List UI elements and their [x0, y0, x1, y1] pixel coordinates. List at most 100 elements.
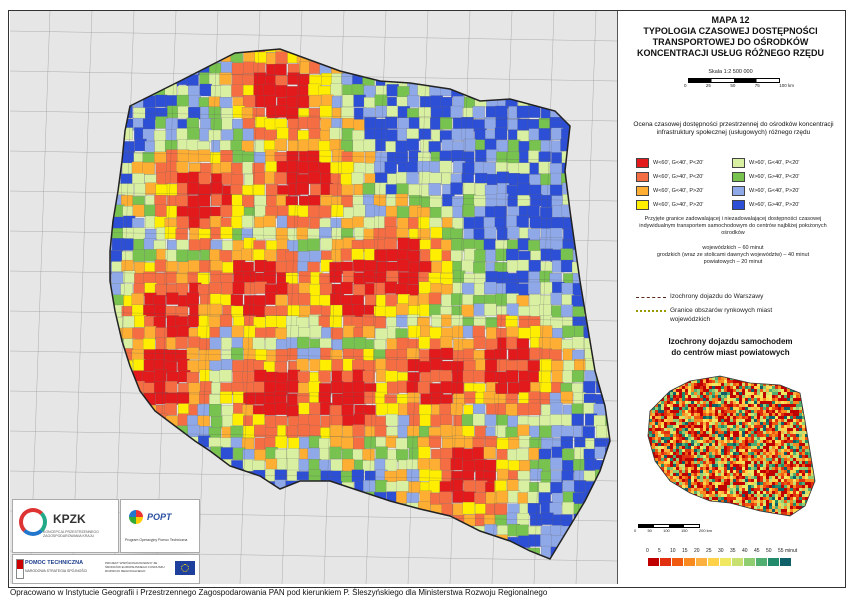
map-cell	[386, 105, 399, 119]
map-cell	[165, 118, 178, 131]
map-cell	[352, 259, 366, 272]
map-cell	[462, 182, 476, 195]
map-cell	[441, 260, 454, 274]
threshold-note: Przyjęte granice zadowalającej i niezado…	[639, 216, 827, 236]
map-cell	[241, 248, 254, 262]
map-cell	[549, 414, 563, 427]
map-cell	[308, 94, 322, 108]
map-cell	[296, 182, 309, 195]
map-cell	[320, 237, 333, 251]
map-cell	[197, 404, 210, 417]
map-cell	[428, 292, 442, 305]
map-cell	[187, 315, 201, 328]
map-cell	[351, 172, 364, 185]
map-cell	[165, 392, 178, 405]
map-cell	[297, 205, 310, 218]
map-cell	[276, 161, 289, 174]
map-cell	[528, 281, 541, 295]
kpzk-text: KPZK	[53, 512, 86, 526]
map-cell	[560, 391, 574, 404]
map-cell	[188, 336, 201, 349]
map-cell	[308, 347, 321, 361]
colorbar-cell	[780, 558, 792, 566]
map-cell	[307, 238, 320, 251]
map-cell	[352, 304, 365, 317]
map-cell	[439, 491, 452, 504]
map-cell	[406, 469, 419, 482]
map-cell	[176, 249, 189, 262]
map-cell	[397, 237, 410, 250]
map-cell	[209, 370, 222, 383]
map-cell	[254, 281, 267, 294]
map-cell	[121, 259, 134, 273]
map-cell	[419, 261, 432, 274]
map-cell	[474, 249, 487, 263]
map-cell	[506, 336, 519, 350]
map-cell	[420, 393, 433, 406]
map-cell	[308, 171, 321, 185]
map-cell	[528, 105, 541, 118]
map-cell	[318, 392, 331, 405]
map-cell	[561, 448, 575, 461]
map-cell	[519, 380, 532, 393]
map-cell	[274, 172, 287, 185]
map-cell	[342, 94, 355, 108]
map-cell	[219, 326, 232, 339]
map-cell	[144, 249, 157, 262]
map-cell	[243, 271, 256, 284]
map-cell	[420, 96, 433, 109]
map-cell	[298, 251, 311, 264]
map-cell	[386, 249, 399, 262]
map-cell	[166, 149, 179, 162]
map-cell	[241, 215, 255, 228]
map-cell	[518, 162, 531, 175]
map-cell	[396, 480, 409, 493]
map-cell	[431, 261, 444, 274]
popt-subtitle: Program Operacyjny Pomoc Techniczna	[125, 538, 188, 542]
pomoc-subtitle: NARODOWA STRATEGIA SPÓJNOŚCI	[25, 569, 88, 573]
colorbar-cell	[756, 558, 768, 566]
map-cell	[297, 336, 310, 350]
map-cell	[395, 140, 408, 153]
map-cell	[428, 141, 441, 154]
map-cell	[418, 446, 431, 459]
map-cell	[177, 149, 190, 162]
map-cell	[165, 381, 178, 394]
map-cell	[286, 215, 300, 228]
map-cell	[330, 459, 343, 472]
map-cell	[321, 94, 334, 107]
map-cell	[461, 128, 474, 141]
map-cell	[254, 449, 267, 462]
map-cell	[242, 128, 255, 141]
map-cell	[341, 106, 354, 120]
map-cell	[154, 259, 167, 272]
map-cell	[528, 259, 541, 273]
map-cell	[483, 238, 496, 251]
map-cell	[209, 303, 223, 317]
map-cell	[319, 105, 332, 118]
map-cell	[398, 415, 411, 428]
map-cell	[131, 304, 145, 317]
map-cell	[407, 359, 420, 372]
colorbar-cell	[720, 558, 732, 566]
map-cell	[461, 304, 474, 317]
map-cell	[384, 281, 398, 294]
map-cell	[167, 105, 180, 118]
map-cell	[418, 128, 431, 141]
kpzk-logo: KPZK KONCEPCJA PRZESTRZENNEGO ZAGOSPODAR…	[12, 499, 119, 553]
map-cell	[374, 425, 387, 438]
map-cell	[199, 260, 212, 273]
map-cell	[527, 503, 541, 516]
map-cell	[329, 315, 342, 328]
map-cell	[330, 436, 343, 449]
map-cell	[516, 105, 530, 118]
map-cell	[197, 325, 210, 339]
map-cell	[528, 240, 541, 253]
map-cell	[529, 174, 542, 187]
map-cell	[286, 260, 299, 274]
map-cell	[516, 215, 529, 228]
map-cell	[319, 150, 332, 163]
colorbar-tick: 55 minut	[778, 548, 798, 554]
map-cell	[219, 369, 232, 383]
map-cell	[593, 415, 607, 428]
